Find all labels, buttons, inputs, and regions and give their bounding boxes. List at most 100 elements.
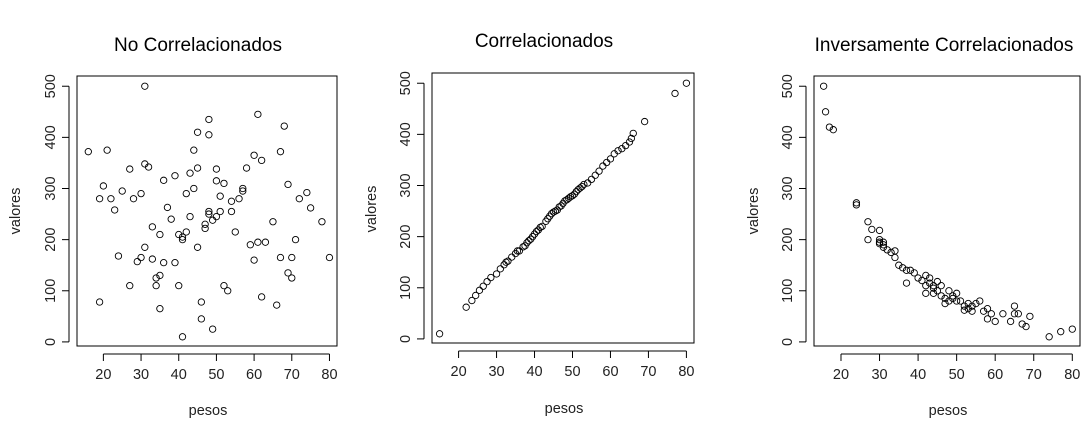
data-point — [193, 128, 202, 136]
x-tick-label: 40 — [171, 367, 187, 383]
data-point — [819, 82, 828, 90]
data-point — [937, 282, 945, 290]
data-point — [205, 115, 213, 124]
data-point — [972, 299, 980, 308]
x-tick-label: 30 — [133, 367, 149, 383]
data-point — [983, 315, 992, 323]
data-point — [178, 333, 187, 341]
data-point — [991, 317, 999, 326]
data-point — [288, 274, 296, 282]
y-tick-label: 0 — [43, 338, 59, 346]
data-point — [1010, 302, 1019, 310]
data-point — [1026, 312, 1034, 320]
data-point — [868, 225, 876, 234]
data-point — [126, 282, 134, 290]
data-point — [565, 194, 573, 202]
data-point — [129, 195, 138, 203]
data-point — [603, 158, 611, 167]
data-point — [926, 274, 934, 282]
data-point — [212, 177, 221, 185]
data-point — [171, 172, 179, 180]
data-point — [99, 182, 108, 190]
data-point — [167, 215, 175, 223]
data-point — [475, 286, 484, 294]
data-point — [178, 233, 187, 241]
data-point — [902, 266, 911, 274]
data-point — [137, 189, 145, 198]
data-point — [133, 257, 141, 266]
data-point — [205, 210, 213, 218]
x-tick-label: 50 — [564, 364, 580, 380]
data-point — [883, 246, 891, 254]
panel-inversamente-correlacionados: Inversamente Correlacionados pesos valor… — [746, 35, 1081, 419]
y-tick-label: 200 — [780, 228, 796, 252]
data-point — [875, 235, 884, 244]
data-point — [483, 277, 491, 286]
data-point — [254, 238, 262, 246]
data-point — [906, 266, 915, 274]
data-point — [549, 208, 558, 216]
data-point — [250, 151, 258, 159]
x-tick-label: 40 — [910, 367, 926, 383]
chart-title: Inversamente Correlacionados — [815, 35, 1074, 56]
data-point — [254, 110, 262, 119]
data-point — [983, 305, 992, 313]
x-tick-label: 30 — [488, 364, 504, 380]
data-point — [945, 297, 953, 305]
data-point — [964, 299, 972, 308]
data-point — [929, 289, 938, 297]
data-point — [551, 207, 560, 215]
data-point — [922, 289, 930, 297]
data-point — [1022, 322, 1030, 331]
data-point — [987, 310, 995, 318]
data-point — [825, 123, 834, 131]
data-point — [468, 296, 476, 305]
data-point — [515, 247, 523, 255]
data-point — [239, 187, 247, 195]
data-point — [852, 201, 861, 209]
data-point — [126, 165, 134, 173]
plot-frame — [813, 75, 1081, 347]
data-point — [918, 276, 926, 285]
data-point — [899, 264, 907, 272]
chart-title: No Correlacionados — [114, 35, 282, 56]
y-tick-label: 300 — [43, 176, 59, 200]
y-tick-label: 100 — [43, 279, 59, 303]
y-tick-label: 200 — [398, 225, 414, 249]
data-point — [303, 188, 311, 197]
x-tick-label: 80 — [1064, 367, 1080, 383]
data-point — [193, 243, 202, 251]
data-point — [318, 218, 326, 226]
data-point — [519, 243, 527, 251]
data-point — [821, 108, 830, 116]
data-point — [496, 265, 504, 273]
data-point — [291, 235, 300, 244]
data-point — [306, 204, 315, 212]
data-point — [487, 273, 495, 282]
data-point — [960, 306, 968, 314]
data-point — [879, 241, 888, 249]
data-point — [532, 227, 541, 236]
data-point — [141, 82, 149, 90]
data-point — [629, 129, 637, 137]
y-tick-label: 200 — [43, 228, 59, 252]
data-point — [462, 303, 470, 311]
x-tick-label: 20 — [95, 367, 111, 383]
x-tick-label: 70 — [640, 364, 656, 380]
data-point — [141, 243, 149, 251]
data-point — [941, 299, 949, 308]
data-point — [682, 79, 691, 87]
data-point — [95, 298, 104, 306]
panel-correlacionados: Correlacionados pesos valores 20 30 40 50 60… — [364, 31, 695, 417]
data-point — [1068, 325, 1076, 333]
data-point — [606, 155, 615, 163]
data-point — [964, 305, 972, 313]
data-point — [201, 220, 209, 228]
data-point — [152, 274, 160, 282]
data-point — [968, 307, 976, 315]
data-point — [566, 193, 575, 201]
data-point — [197, 298, 205, 306]
data-point — [614, 147, 622, 155]
y-axis-label: valores — [8, 188, 24, 235]
y-tick-label: 100 — [780, 279, 796, 303]
